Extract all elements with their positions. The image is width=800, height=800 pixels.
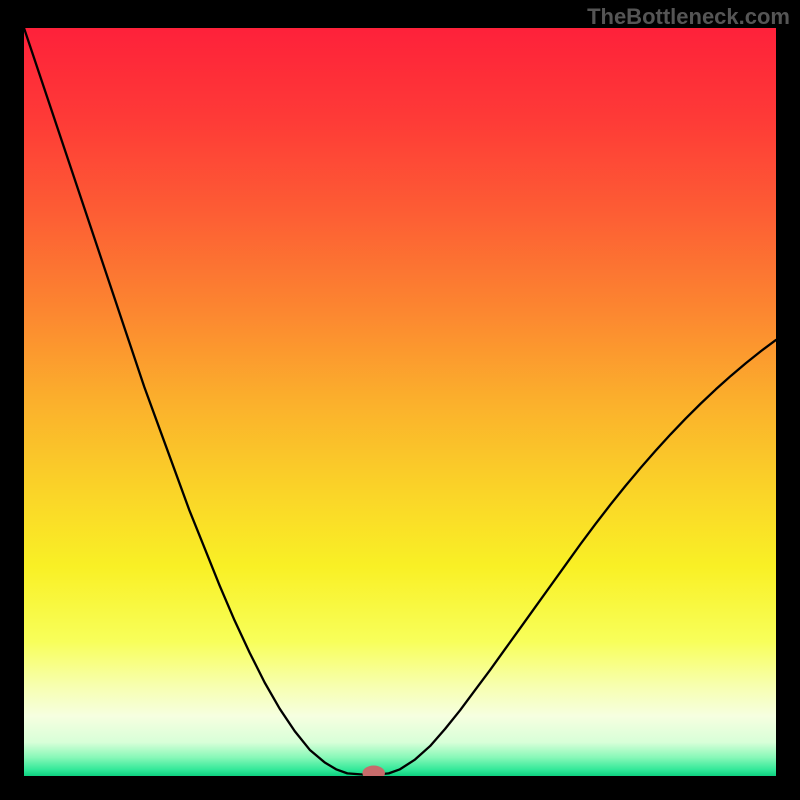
bottleneck-chart-svg (24, 28, 776, 776)
watermark-text: TheBottleneck.com (587, 4, 790, 30)
chart-container: TheBottleneck.com (0, 0, 800, 800)
plot-area (24, 28, 776, 776)
gradient-background (24, 28, 776, 776)
